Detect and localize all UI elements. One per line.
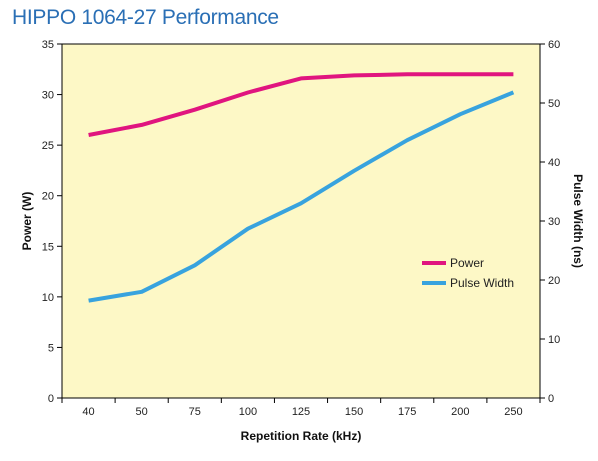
x-tick-label: 75 — [189, 406, 201, 418]
right-tick-label: 20 — [548, 275, 560, 287]
series-line-pulse-width — [88, 90, 515, 303]
series-lines — [88, 72, 515, 303]
x-tick-label: 125 — [292, 406, 310, 418]
left-tick-label: 35 — [42, 39, 54, 51]
right-tick-label: 10 — [548, 334, 560, 346]
left-tick-label: 20 — [42, 191, 54, 203]
right-axis: 0 10 20 30 40 50 60 — [540, 39, 560, 405]
left-axis: 0 5 10 15 20 25 30 35 — [42, 39, 62, 405]
left-tick-label: 5 — [48, 342, 54, 354]
right-tick-label: 30 — [548, 216, 560, 228]
x-axis: 40 50 75 100 125 150 175 200 250 — [61, 398, 541, 418]
left-tick-label: 10 — [42, 292, 54, 304]
left-axis-title: Power (W) — [20, 192, 34, 251]
x-tick-label: 200 — [451, 406, 469, 418]
legend-label: Power — [450, 256, 484, 270]
left-tick-label: 30 — [42, 90, 54, 102]
right-tick-label: 0 — [548, 393, 554, 405]
x-tick-label: 250 — [504, 406, 522, 418]
left-tick-label: 0 — [48, 393, 54, 405]
left-tick-label: 15 — [42, 241, 54, 253]
right-axis-title: Pulse Width (ns) — [571, 174, 585, 268]
right-tick-label: 50 — [548, 98, 560, 110]
x-tick-label: 40 — [82, 406, 94, 418]
right-tick-label: 60 — [548, 39, 560, 51]
series-line-power — [88, 72, 514, 137]
x-tick-label: 175 — [398, 406, 416, 418]
legend-label: Pulse Width — [450, 276, 514, 290]
plot-area — [61, 43, 541, 399]
chart-title: HIPPO 1064-27 Performance — [12, 6, 279, 29]
x-axis-title: Repetition Rate (kHz) — [241, 429, 362, 443]
x-tick-label: 150 — [345, 406, 363, 418]
x-tick-label: 100 — [239, 406, 257, 418]
x-tick-label: 50 — [136, 406, 148, 418]
left-tick-label: 25 — [42, 140, 54, 152]
right-tick-label: 40 — [548, 157, 560, 169]
legend: Power Pulse Width — [422, 256, 514, 290]
